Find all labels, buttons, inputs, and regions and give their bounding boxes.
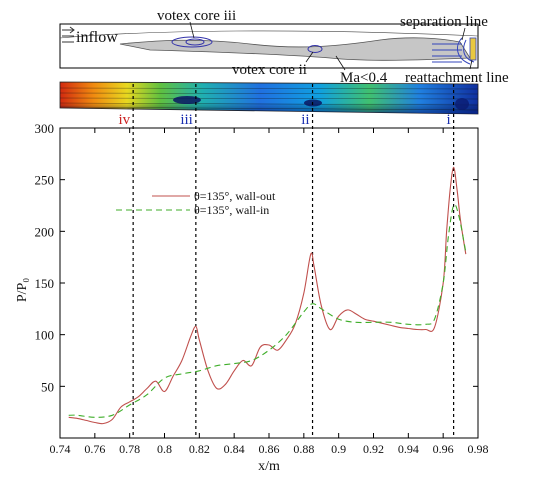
schematic-panel: inflow votex core iii separation line vo… [59, 8, 509, 86]
y-tick-label: 100 [35, 328, 55, 343]
label-mach: Ma<0.4 [340, 70, 388, 86]
vortex-marker-label: i [446, 112, 450, 128]
pointer-vortex-iii [189, 21, 195, 39]
contour-strip [59, 81, 479, 115]
x-tick-label: 0.96 [433, 442, 454, 456]
y-axis-label: P/P₀ [15, 278, 30, 302]
x-axis-label: x/m [258, 459, 280, 474]
vortex-marker-label: iii [180, 112, 193, 128]
legend-label-wall-in: θ=135°, wall-in [194, 203, 269, 217]
vortex-marker-label: iv [118, 112, 130, 128]
label-inflow: inflow [76, 29, 118, 46]
low-mach-region [119, 37, 471, 61]
inflow-arrows [62, 26, 75, 43]
x-tick-label: 0.94 [398, 442, 419, 456]
label-vortex-core-iii: votex core iii [157, 8, 236, 24]
series-line-wall-out [68, 166, 467, 425]
x-tick-label: 0.86 [259, 442, 280, 456]
y-tick-label: 50 [41, 379, 54, 394]
contour-vortex-iii [173, 96, 201, 104]
vortex-marker-label: ii [301, 112, 309, 128]
x-tick-label: 0.98 [468, 442, 489, 456]
label-reattachment-line: reattachment line [405, 70, 509, 86]
x-tick-label: 0.76 [84, 442, 105, 456]
legend-label-wall-out: θ=135°, wall-out [194, 189, 276, 203]
vortex-core-iii-inner [185, 38, 205, 46]
chart: 50 100 150 200 250 300 0.74 0.76 0.78 0.8 0.82 0.8… [15, 84, 489, 474]
contour-shade [60, 82, 478, 114]
label-separation-line: separation line [400, 14, 488, 30]
y-axis-ticks: 50 100 150 200 250 300 [35, 121, 478, 394]
y-tick-label: 150 [35, 276, 55, 291]
x-tick-label: 0.84 [224, 442, 245, 456]
x-tick-label: 0.88 [293, 442, 314, 456]
y-tick-label: 200 [35, 224, 55, 239]
vortex-core-ii-ring [307, 45, 323, 53]
x-tick-label: 0.82 [189, 442, 210, 456]
x-axis-ticks: 0.74 0.76 0.78 0.8 0.82 0.84 0.86 0.88 0.9 0.92 0.… [50, 128, 489, 456]
x-tick-label: 0.92 [363, 442, 384, 456]
contour-vortex-i [455, 98, 469, 110]
label-vortex-core-ii: votex core ii [232, 62, 307, 78]
y-tick-label: 300 [35, 121, 55, 136]
legend: θ=135°, wall-out θ=135°, wall-in [116, 189, 276, 217]
vortex-markers: iv iii ii i [118, 84, 455, 438]
x-tick-label: 0.74 [50, 442, 71, 456]
plot-frame [59, 127, 479, 439]
contour-streamlines [59, 87, 479, 111]
series-line-wall-in [68, 204, 467, 418]
y-tick-label: 250 [35, 173, 55, 188]
separation-vortex-lines [432, 37, 475, 65]
x-tick-label: 0.9 [331, 442, 346, 456]
x-tick-label: 0.8 [157, 442, 172, 456]
pointer-reattachment [469, 59, 473, 70]
shear-layer-line [59, 30, 479, 39]
pointer-mach [335, 55, 346, 71]
pointer-vortex-ii [305, 51, 314, 63]
wall-edge-marker [469, 37, 477, 61]
x-tick-label: 0.78 [119, 442, 140, 456]
pointer-separation [461, 27, 466, 41]
series-lines [68, 166, 467, 425]
vortex-core-iii-ring [171, 36, 213, 48]
